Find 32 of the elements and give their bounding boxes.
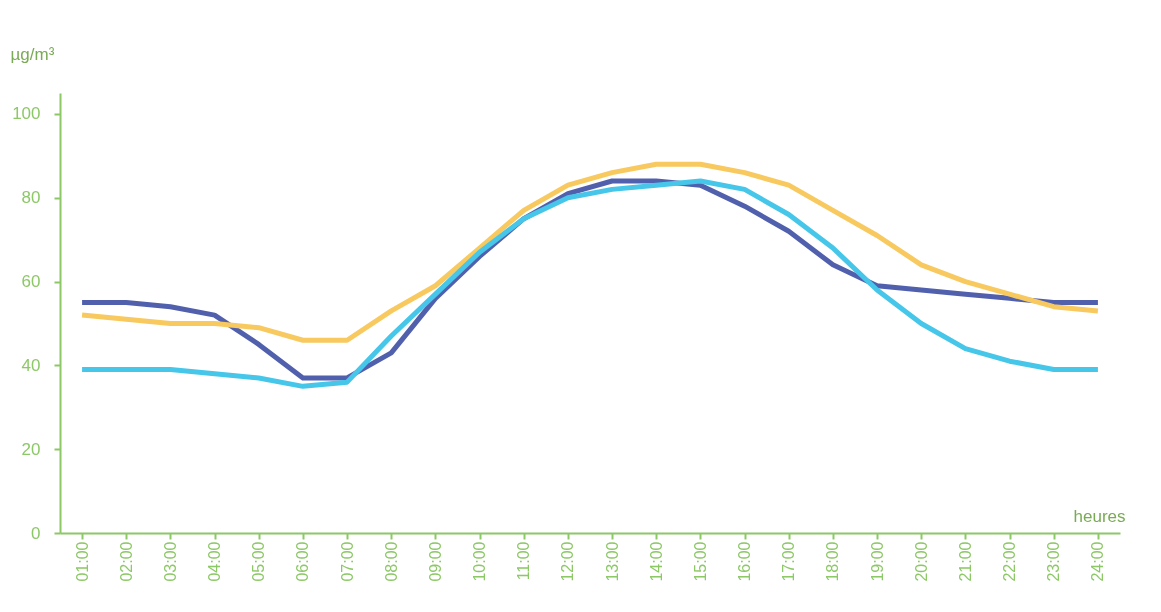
y-tick-label: 40 bbox=[21, 355, 41, 375]
x-tick-label: 19:00 bbox=[868, 541, 886, 582]
x-tick-label: 24:00 bbox=[1089, 541, 1107, 582]
y-tick-label: 20 bbox=[21, 439, 41, 459]
x-tick-label: 17:00 bbox=[780, 541, 798, 582]
x-tick-label: 21:00 bbox=[956, 541, 974, 582]
x-tick-label: 16:00 bbox=[736, 541, 754, 582]
x-tick-label: 03:00 bbox=[161, 541, 179, 582]
x-tick-label: 01:00 bbox=[73, 541, 91, 582]
x-tick-label: 06:00 bbox=[294, 541, 312, 582]
y-tick-label: 100 bbox=[12, 104, 41, 124]
x-tick-label: 22:00 bbox=[1001, 541, 1019, 582]
x-tick-label: 12:00 bbox=[559, 541, 577, 582]
x-tick-label: 05:00 bbox=[250, 541, 268, 582]
x-tick-label: 09:00 bbox=[426, 541, 444, 582]
x-tick-label: 23:00 bbox=[1045, 541, 1063, 582]
y-tick-label: 80 bbox=[21, 188, 41, 208]
x-tick-label: 13:00 bbox=[603, 541, 621, 582]
x-tick-label: 02:00 bbox=[117, 541, 135, 582]
x-tick-label: 18:00 bbox=[824, 541, 842, 582]
x-tick-label: 15:00 bbox=[691, 541, 709, 582]
x-tick-label: 14:00 bbox=[647, 541, 665, 582]
x-tick-label: 11:00 bbox=[515, 541, 533, 581]
x-axis-title: heures bbox=[1073, 506, 1126, 526]
x-tick-label: 10:00 bbox=[471, 541, 489, 582]
x-tick-label: 04:00 bbox=[206, 541, 224, 582]
x-tick-label: 20:00 bbox=[912, 541, 930, 582]
y-axis-title: µg/m³ bbox=[10, 44, 55, 64]
x-tick-label: 07:00 bbox=[338, 541, 356, 582]
x-tick-label: 08:00 bbox=[382, 541, 400, 582]
y-tick-label: 60 bbox=[21, 272, 41, 292]
y-tick-label: 0 bbox=[31, 523, 41, 543]
